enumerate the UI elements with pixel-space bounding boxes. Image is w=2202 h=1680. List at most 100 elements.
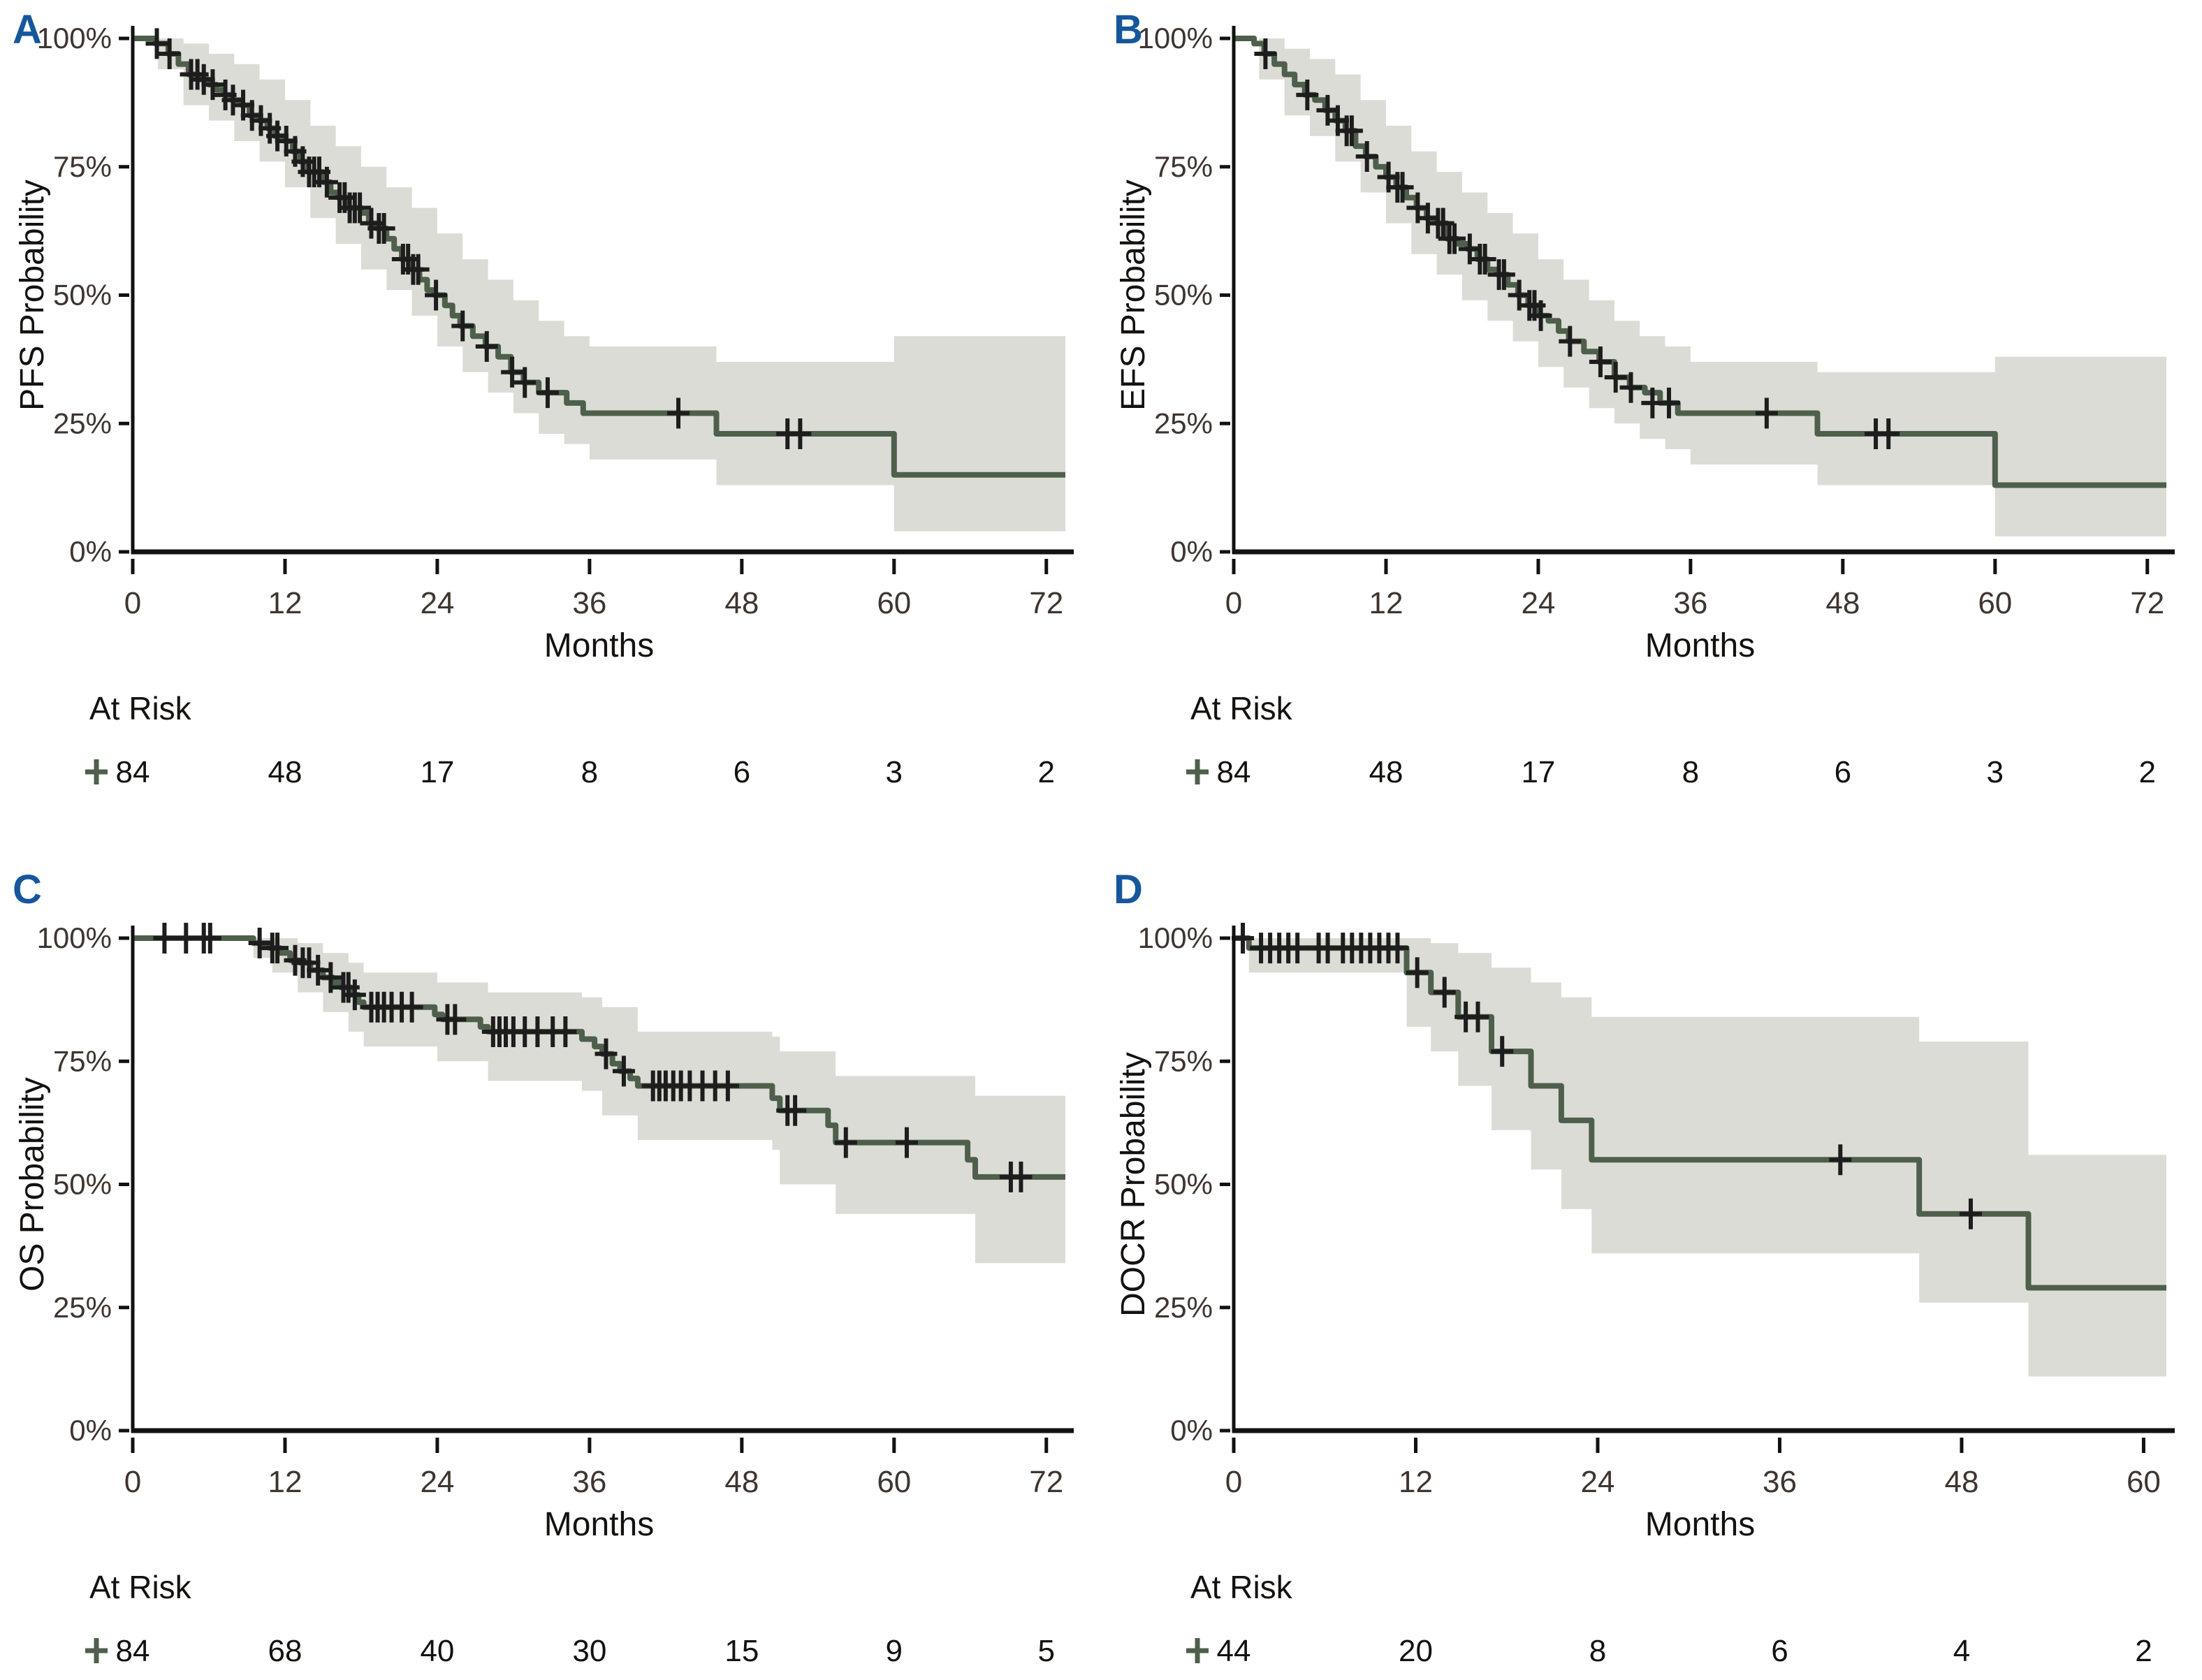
censor-marks — [153, 923, 1033, 1192]
at-risk-count: 68 — [268, 1634, 302, 1668]
x-tick-label: 36 — [1763, 1465, 1797, 1499]
y-tick-label: 75% — [1154, 1044, 1213, 1077]
panel-b-efs: 0% 25% 50% 75% 100% 0 12 24 36 48 60 72 Months EFS Pr… — [1101, 0, 2202, 840]
y-tick-label: 100% — [37, 921, 112, 954]
x-tick-label: 72 — [2130, 586, 2164, 620]
at-risk-row: At Risk 84 48 17 8 6 3 2 — [85, 690, 1055, 789]
confidence-band — [133, 938, 1065, 1264]
y-axis-label: PFS Probability — [14, 180, 51, 411]
y-tick-label: 75% — [53, 1044, 112, 1077]
panel-letter: C — [13, 867, 42, 912]
confidence-band — [1234, 38, 2166, 536]
x-axis-label: Months — [1645, 1506, 1755, 1543]
panel-a-pfs: 0% 25% 50% 75% 100% 0 12 24 36 48 60 72 Months PFS Pr… — [0, 0, 1101, 840]
x-tick-label: 24 — [1521, 586, 1555, 620]
y-tick-label: 50% — [53, 1168, 112, 1201]
at-risk-count: 9 — [886, 1634, 903, 1668]
confidence-band — [133, 38, 1065, 532]
x-tick-label: 0 — [1225, 586, 1242, 620]
x-tick-label: 60 — [877, 1465, 911, 1499]
x-axis-label: Months — [544, 1506, 654, 1543]
x-tick-label: 12 — [1399, 1465, 1433, 1499]
at-risk-count: 6 — [1771, 1634, 1788, 1668]
y-tick-label: 100% — [1138, 22, 1213, 54]
x-tick-label: 24 — [420, 586, 454, 620]
at-risk-count: 20 — [1399, 1634, 1433, 1668]
x-tick-label: 36 — [1673, 586, 1707, 620]
y-tick-label: 100% — [37, 22, 112, 54]
censor-marks — [145, 28, 812, 449]
at-risk-count: 40 — [420, 1634, 454, 1668]
at-risk-row: At Risk 84 68 40 30 15 9 5 — [85, 1569, 1055, 1668]
x-tick-label: 72 — [1029, 586, 1063, 620]
y-tick-label: 0% — [1170, 1414, 1213, 1447]
at-risk-count: 15 — [724, 1634, 759, 1668]
at-risk-count: 48 — [1369, 755, 1403, 789]
axes: 0% 25% 50% 75% 100% 0 12 24 36 48 60 72 — [37, 22, 1074, 620]
x-tick-label: 0 — [124, 1465, 141, 1499]
y-tick-label: 0% — [69, 535, 112, 568]
at-risk-count: 5 — [1038, 1634, 1055, 1668]
y-tick-label: 25% — [53, 407, 112, 439]
at-risk-count: 2 — [1038, 755, 1055, 789]
y-tick-label: 25% — [1154, 407, 1213, 439]
x-tick-label: 60 — [1978, 586, 2012, 620]
y-tick-label: 0% — [1170, 535, 1213, 568]
y-tick-label: 50% — [1154, 279, 1213, 312]
at-risk-count: 8 — [1682, 755, 1699, 789]
x-tick-label: 12 — [268, 586, 302, 620]
panel-letter: B — [1114, 7, 1143, 52]
x-tick-label: 60 — [2127, 1465, 2161, 1499]
at-risk-title: At Risk — [1190, 690, 1293, 726]
y-tick-label: 75% — [53, 150, 112, 183]
at-risk-count: 48 — [268, 755, 302, 789]
at-risk-count: 3 — [1987, 755, 2004, 789]
at-risk-count: 44 — [1217, 1634, 1251, 1668]
axes: 0% 25% 50% 75% 100% 0 12 24 36 48 60 72 — [37, 921, 1074, 1499]
x-tick-label: 12 — [268, 1465, 302, 1499]
at-risk-count: 8 — [581, 755, 598, 789]
x-tick-label: 60 — [877, 586, 911, 620]
x-tick-label: 36 — [572, 586, 606, 620]
x-tick-label: 48 — [724, 1465, 759, 1499]
x-tick-label: 36 — [572, 1465, 606, 1499]
at-risk-count: 84 — [116, 755, 150, 789]
x-tick-label: 24 — [1580, 1465, 1614, 1499]
y-axis-label: DOCR Probability — [1115, 1052, 1152, 1317]
at-risk-count: 84 — [116, 1634, 150, 1668]
y-tick-label: 50% — [53, 279, 112, 312]
at-risk-title: At Risk — [89, 1569, 192, 1605]
os-km-chart: 0% 25% 50% 75% 100% 0 12 24 36 48 60 72 Months OS Pro… — [13, 867, 1074, 1668]
y-tick-label: 25% — [1154, 1291, 1213, 1324]
censor-marks — [1254, 38, 1900, 449]
x-tick-label: 48 — [1825, 586, 1860, 620]
at-risk-count: 17 — [1521, 755, 1555, 789]
at-risk-row: At Risk 84 48 17 8 6 3 2 — [1186, 690, 2156, 789]
x-tick-label: 72 — [1029, 1465, 1063, 1499]
at-risk-title: At Risk — [1190, 1569, 1293, 1605]
panel-d-docr: 0% 25% 50% 75% 100% 0 12 24 36 48 60 Months DOCR Pro… — [1101, 840, 2202, 1680]
x-tick-label: 0 — [1225, 1465, 1242, 1499]
at-risk-count: 2 — [2139, 755, 2156, 789]
at-risk-count: 30 — [572, 1634, 606, 1668]
x-tick-label: 0 — [124, 586, 141, 620]
at-risk-count: 6 — [734, 755, 750, 789]
x-axis-label: Months — [1645, 627, 1755, 664]
y-axis-label: EFS Probability — [1115, 180, 1152, 411]
at-risk-count: 3 — [886, 755, 903, 789]
panel-letter: A — [13, 7, 42, 52]
x-axis-label: Months — [544, 627, 654, 664]
y-tick-label: 25% — [53, 1291, 112, 1324]
at-risk-count: 2 — [2135, 1634, 2152, 1668]
y-tick-label: 100% — [1138, 921, 1213, 954]
y-tick-label: 75% — [1154, 150, 1213, 183]
at-risk-count: 6 — [1835, 755, 1851, 789]
y-axis-label: OS Probability — [14, 1077, 51, 1292]
axes: 0% 25% 50% 75% 100% 0 12 24 36 48 60 — [1138, 921, 2175, 1499]
at-risk-count: 84 — [1217, 755, 1251, 789]
x-tick-label: 48 — [724, 586, 759, 620]
at-risk-row: At Risk 44 20 8 6 4 2 — [1186, 1569, 2152, 1668]
